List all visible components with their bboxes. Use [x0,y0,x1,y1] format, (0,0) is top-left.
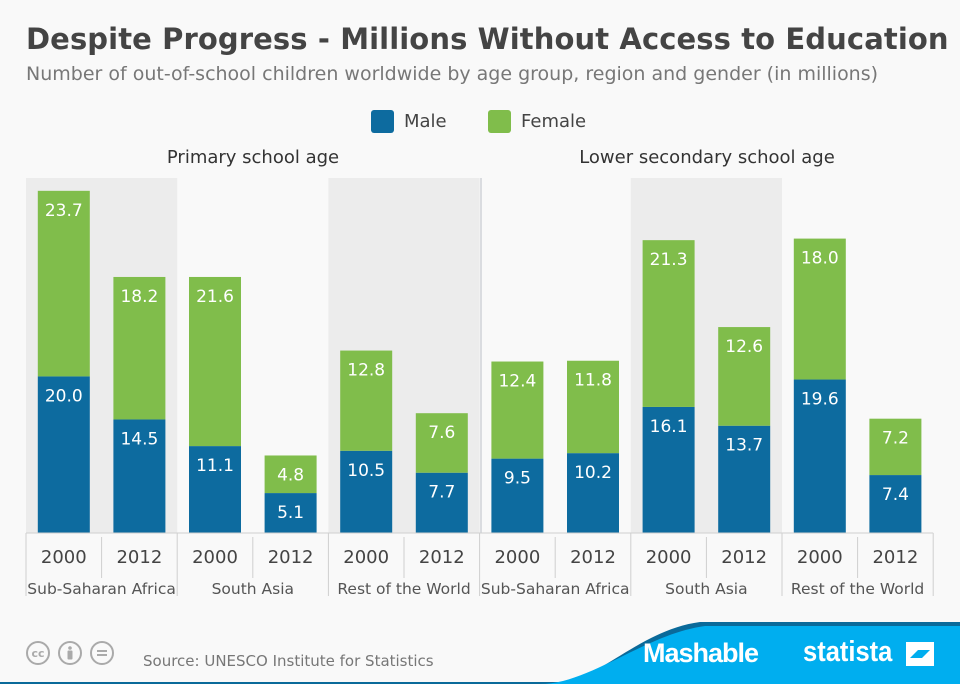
year-tick-label: 2012 [570,547,616,568]
year-tick-label: 2012 [116,547,162,568]
data-label-female: 4.8 [277,465,304,485]
data-label-male: 10.2 [574,463,612,483]
data-label-male: 14.5 [120,429,158,449]
data-label-male: 20.0 [45,386,83,406]
bar-male [415,472,468,533]
data-label-female: 12.6 [725,337,763,357]
statista-logo: statista [803,636,893,668]
bar-female [264,455,317,494]
region-label: South Asia [212,580,294,598]
bar-female [793,238,846,380]
bar-female [113,276,166,420]
data-label-female: 12.4 [498,372,536,392]
chart-subtitle: Number of out-of-school children worldwi… [26,63,879,85]
bar-male [189,446,241,533]
data-label-male: 10.5 [347,461,385,481]
year-tick-label: 2000 [797,547,843,568]
footer-band-light [0,626,960,684]
bar-male [37,376,90,533]
panel-title-secondary: Lower secondary school age [579,147,835,168]
year-tick-label: 2012 [268,547,314,568]
bar-female [415,413,468,473]
bar-male [567,453,619,533]
region-label: South Asia [665,580,747,598]
bar-female [869,418,922,476]
statista-logo-icon [906,642,934,666]
bar-female [491,361,544,459]
data-label-female: 18.2 [120,287,158,307]
data-label-female: 18.0 [801,249,839,269]
bar-male [869,475,922,533]
region-label: Rest of the World [791,580,924,598]
legend-swatch-female [488,110,511,133]
bar-male [340,450,393,533]
data-label-male: 11.1 [196,456,234,476]
data-label-male: 13.7 [725,436,763,456]
panel-title-primary: Primary school age [166,147,340,168]
year-tick-label: 2000 [494,547,540,568]
bar-female [567,360,619,454]
data-label-female: 11.8 [574,371,612,391]
data-label-female: 7.6 [428,423,455,443]
legend-item-male: Male [371,110,447,133]
attribution-icon [58,641,82,665]
bar-male [642,406,695,533]
bar-male [718,425,771,533]
bar-female [642,240,695,407]
bar-female [37,190,90,377]
year-tick-label: 2000 [41,547,87,568]
data-label-female: 7.2 [882,429,909,449]
bar-female [189,276,241,447]
data-label-female: 12.8 [347,361,385,381]
source-text: Source: UNESCO Institute for Statistics [143,652,434,670]
bar-female [340,350,393,451]
bar-male [113,419,166,533]
year-tick-label: 2012 [419,547,465,568]
data-label-female: 23.7 [45,201,83,221]
bar-female [718,327,771,426]
data-label-male: 5.1 [277,503,304,523]
bar-male [793,379,846,533]
chart-title: Despite Progress - Millions Without Acce… [26,22,949,56]
data-label-male: 19.6 [801,390,839,410]
data-label-male: 7.4 [882,485,909,505]
legend-swatch-male [371,110,394,133]
region-label: Sub-Saharan Africa [27,580,176,598]
legend-item-female: Female [488,110,586,133]
bar-male [491,458,544,533]
no-derivatives-icon [90,641,114,665]
year-tick-label: 2012 [721,547,767,568]
data-label-male: 9.5 [504,469,531,489]
region-label: Rest of the World [337,580,470,598]
bar-male [264,493,317,533]
year-tick-label: 2000 [646,547,692,568]
data-label-male: 16.1 [650,417,688,437]
data-label-female: 21.6 [196,287,234,307]
year-tick-label: 2000 [192,547,238,568]
legend-label-male: Male [404,111,447,132]
mashable-logo: Mashable [643,638,759,668]
year-tick-label: 2012 [872,547,918,568]
region-label: Sub-Saharan Africa [481,580,630,598]
cc-icon: cc [26,641,50,665]
legend-label-female: Female [521,111,587,132]
year-tick-label: 2000 [343,547,389,568]
data-label-male: 7.7 [428,483,455,503]
footer-band [0,622,960,684]
data-label-female: 21.3 [650,250,688,270]
